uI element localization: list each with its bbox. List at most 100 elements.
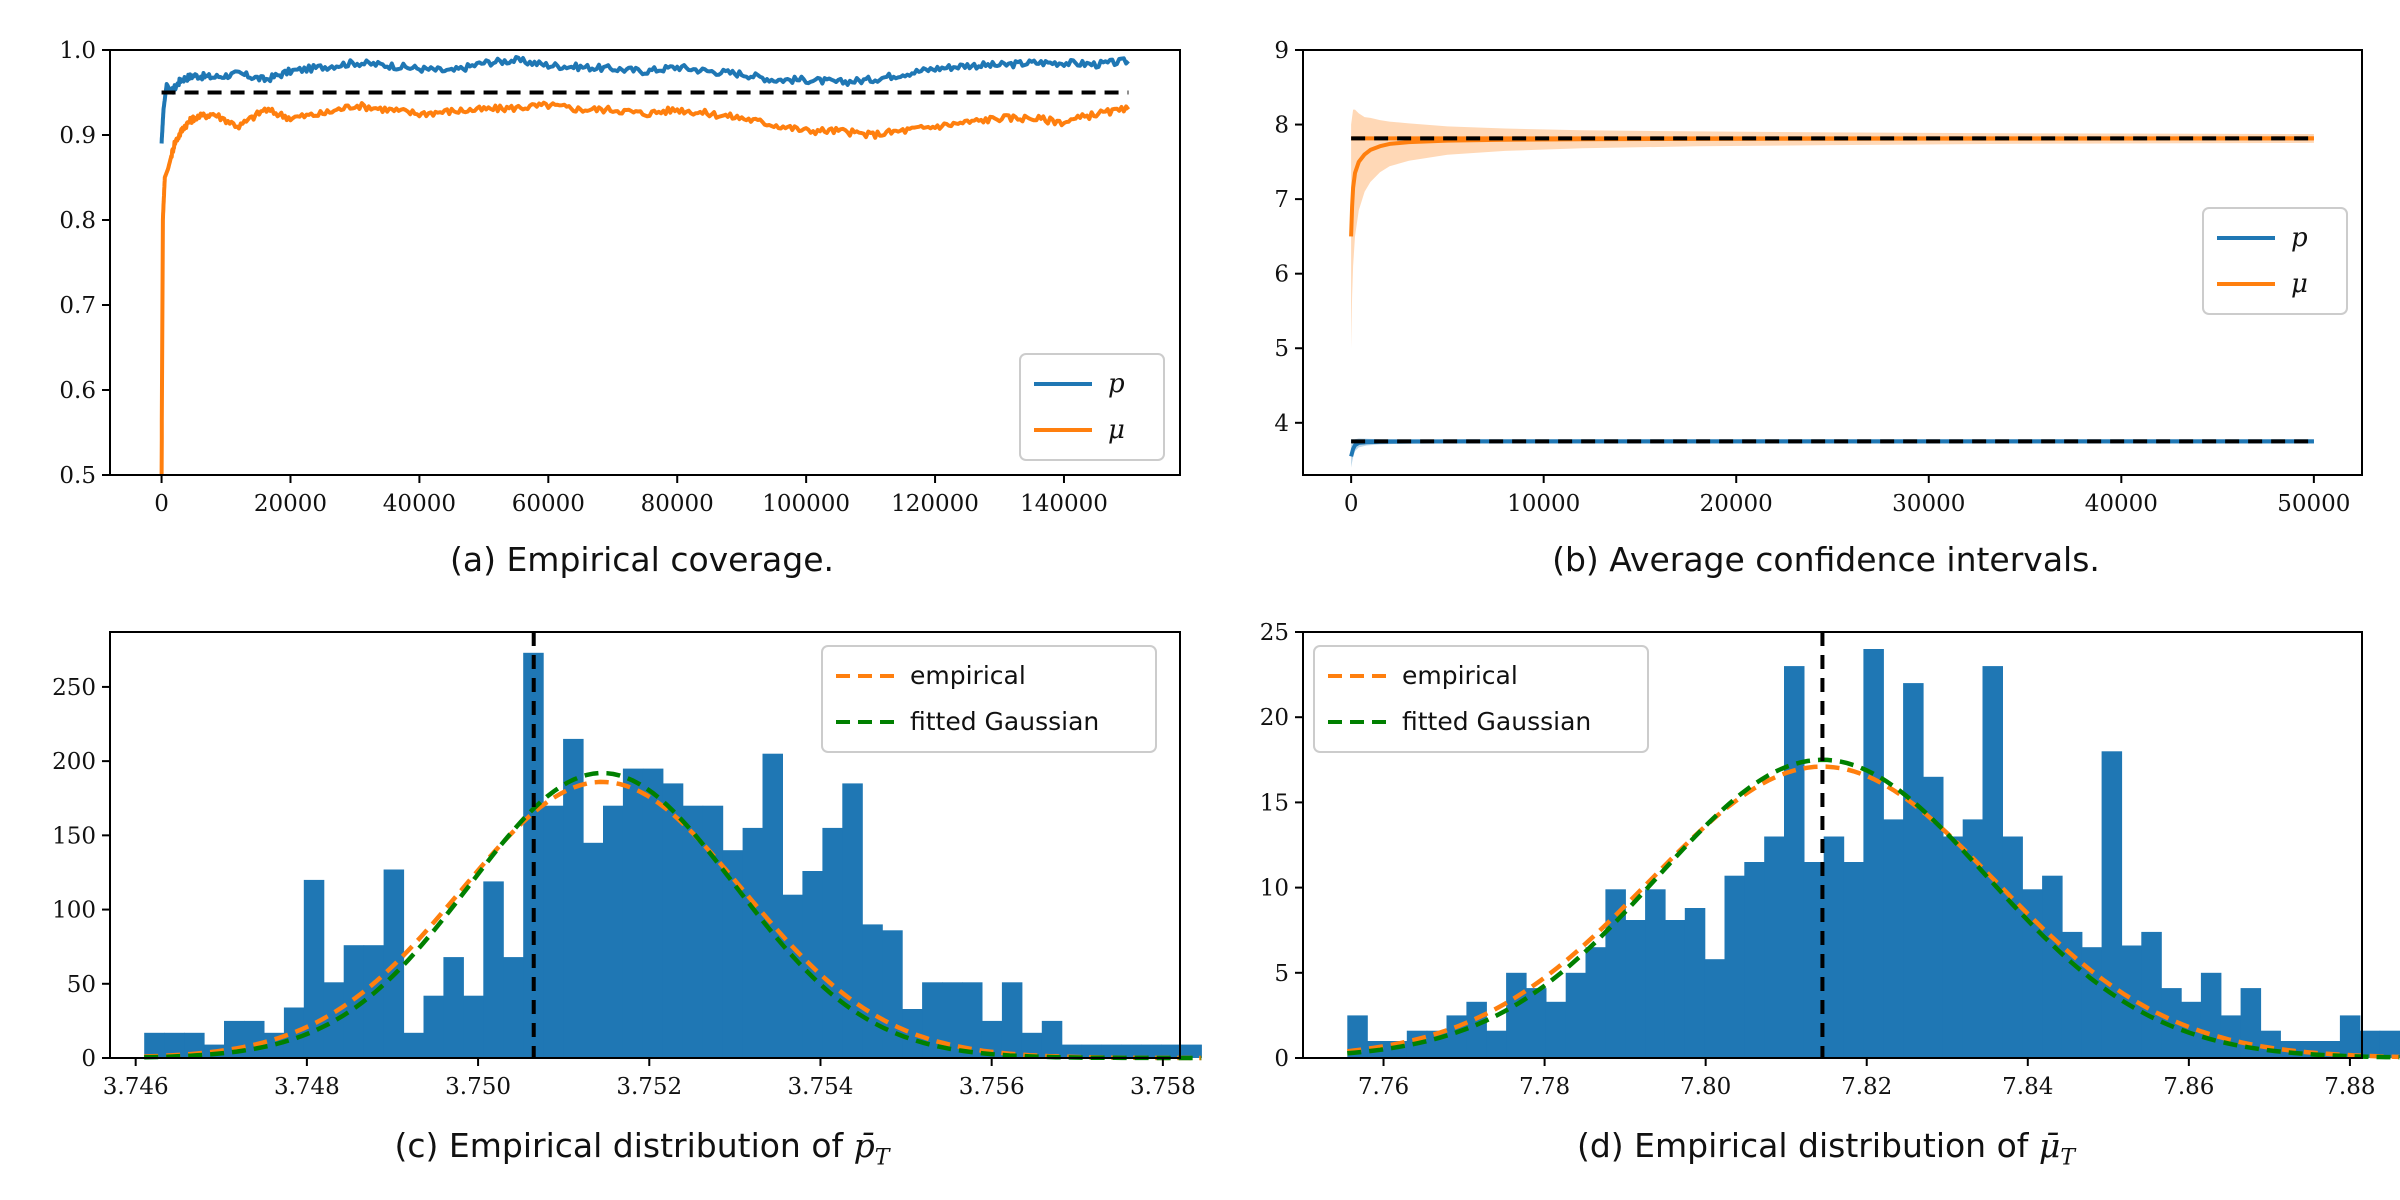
panel-a-empirical-coverage: 0 20000 40000 60000 80000 100000 120000 140000 0…: [0, 0, 1200, 600]
histogram-bar: [463, 995, 484, 1058]
x-tick-label-c: 3.758: [1130, 1074, 1196, 1100]
histogram-bar: [1863, 649, 1884, 1058]
chart-c-svg: 3.746 3.748 3.750 3.752 3.754 3.756 3.758 0 50 10…: [52, 631, 1202, 1100]
x-tick-label-a: 140000: [1020, 491, 1108, 517]
histogram-bar: [662, 783, 684, 1058]
x-tick-label-c: 3.750: [445, 1074, 511, 1100]
caption-c-text: (c) Empirical distribution of: [394, 1126, 854, 1165]
legend-label-b: μ: [2291, 269, 2308, 299]
y-tick-label-d: 10: [1260, 876, 1289, 902]
histogram-bar: [363, 945, 385, 1058]
histogram-bar: [762, 753, 783, 1058]
x-tick-label-a: 60000: [512, 491, 585, 517]
legend-box-a: [1019, 353, 1165, 461]
histogram-bar: [1486, 1030, 1507, 1058]
histogram-bar: [1684, 908, 1706, 1058]
histogram-bar: [1843, 862, 1865, 1058]
y-tick-label-d: 5: [1274, 961, 1289, 987]
caption-d: (d) Empirical distribution of μ̄T: [1577, 1126, 2075, 1171]
histogram-bar: [1664, 920, 1686, 1058]
histogram-bar: [323, 982, 345, 1058]
fitted-gaussian-curve: [144, 770, 1202, 1061]
histogram-bar: [1605, 889, 1626, 1058]
histogram-bar: [1903, 683, 1924, 1058]
histogram-bar: [1141, 1044, 1162, 1058]
legend-label-c: fitted Gaussian: [910, 707, 1099, 736]
histogram-bar: [1823, 836, 1845, 1058]
histogram-bar: [2240, 988, 2262, 1058]
histogram-bar: [2359, 1030, 2381, 1058]
y-tick-label-a: 0.9: [59, 123, 96, 149]
x-tick-label-b: 20000: [1700, 491, 1773, 517]
chart-a-svg: 0 20000 40000 60000 80000 100000 120000 140000 0…: [59, 38, 1181, 517]
x-tick-label-d: 7.82: [1841, 1074, 1892, 1100]
x-tick-label-a: 0: [154, 491, 169, 517]
histogram-bar: [483, 881, 504, 1058]
histogram-bar: [1041, 1020, 1063, 1058]
histogram-bar: [1121, 1044, 1142, 1058]
y-tick-label-d: 25: [1260, 620, 1289, 646]
y-tick-label-b: 7: [1274, 187, 1289, 213]
y-tick-label-b: 9: [1274, 38, 1289, 64]
histogram-bar: [2002, 836, 2023, 1058]
x-tick-label-b: 40000: [2085, 491, 2158, 517]
histogram-bar: [902, 1009, 923, 1058]
y-tick-label-c: 150: [52, 823, 96, 849]
histogram-bar: [2181, 1001, 2202, 1058]
histogram-bar: [842, 783, 863, 1058]
legend-box-b: [2202, 207, 2348, 315]
y-tick-label-a: 0.7: [59, 293, 96, 319]
histogram-bar: [1347, 1015, 1368, 1058]
caption-d-text: (d) Empirical distribution of: [1576, 1126, 2039, 1165]
x-tick-label-d: 7.78: [1519, 1074, 1570, 1100]
x-tick-label-b: 0: [1344, 491, 1359, 517]
y-tick-label-c: 250: [52, 675, 96, 701]
histogram-bar: [1545, 1001, 1567, 1058]
histogram-bar: [543, 805, 564, 1058]
y-tick-label-a: 0.6: [59, 378, 96, 404]
histogram-bar: [1081, 1044, 1103, 1058]
y-tick-label-c: 200: [52, 749, 96, 775]
histogram-bar: [583, 842, 604, 1058]
histogram-bar: [702, 805, 724, 1058]
histogram-bar: [503, 957, 524, 1058]
histogram-bar: [1803, 862, 1825, 1058]
x-tick-label-b: 30000: [1892, 491, 1965, 517]
histogram-bar: [343, 945, 365, 1058]
histogram-bar: [1962, 819, 1984, 1058]
caption-c-symbol: p̄: [853, 1126, 875, 1165]
x-tick-label-c: 3.756: [959, 1074, 1025, 1100]
x-tick-label-c: 3.746: [103, 1074, 169, 1100]
x-tick-label-b: 50000: [2277, 491, 2350, 517]
x-tick-label-d: 7.88: [2324, 1074, 2375, 1100]
histogram-bar: [1784, 666, 1805, 1058]
histogram-bar: [2101, 751, 2123, 1058]
legend-label-b: p: [2291, 223, 2308, 253]
histogram-bar: [2379, 1030, 2400, 1058]
histogram-bar: [2121, 945, 2142, 1058]
y-tick-label-c: 0: [81, 1046, 96, 1072]
histogram-bar: [1001, 982, 1023, 1058]
histogram-bar: [1883, 819, 1904, 1058]
x-tick-label-d: 7.84: [2002, 1074, 2053, 1100]
plot-frame-c: [109, 631, 1181, 1059]
series-line-p: [1349, 439, 2314, 457]
histogram-bar: [981, 1020, 1003, 1058]
y-tick-label-d: 0: [1274, 1046, 1289, 1072]
y-tick-label-b: 5: [1274, 336, 1289, 362]
legend-label-a: μ: [1108, 415, 1125, 445]
histogram-bar: [1645, 889, 1666, 1058]
x-tick-label-d: 7.86: [2163, 1074, 2214, 1100]
y-tick-label-d: 20: [1260, 705, 1289, 731]
fitted-gaussian-curve: [1347, 757, 2400, 1060]
histogram-bar: [942, 982, 963, 1058]
histogram-bar: [1923, 776, 1944, 1058]
legend-label-a: p: [1108, 369, 1125, 399]
histogram-bar: [1181, 1044, 1202, 1058]
legend-label-d: empirical: [1402, 661, 1518, 690]
histogram-bar: [682, 805, 704, 1058]
histogram-bar: [164, 1032, 185, 1058]
x-tick-label-a: 100000: [762, 491, 850, 517]
empirical-density-curve: [1347, 764, 2400, 1060]
histogram-bar: [822, 827, 843, 1058]
